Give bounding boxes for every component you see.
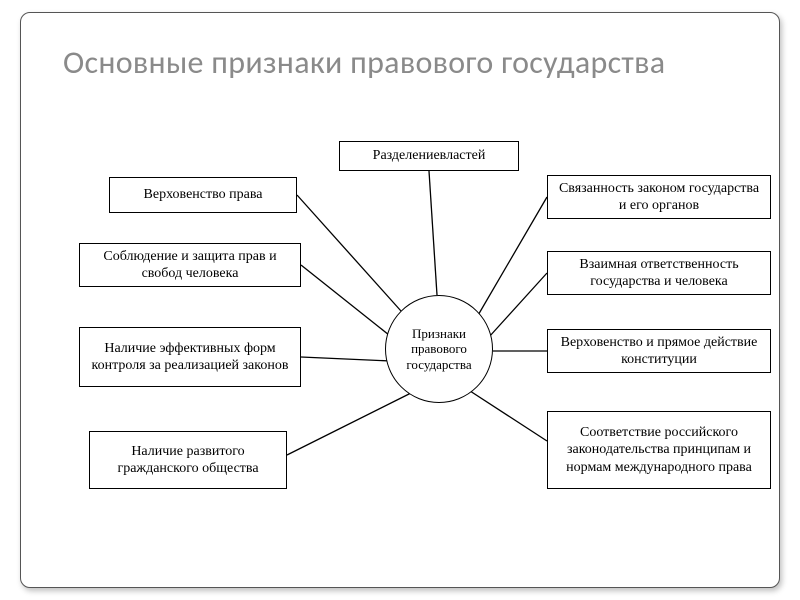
concept-box-l3: Наличие эффективных форм контроля за реа… <box>79 327 301 387</box>
center-node: Признаки правового государства <box>385 295 493 403</box>
concept-box-r2: Взаимная ответственность государства и ч… <box>547 251 771 295</box>
concept-box-l2: Соблюдение и защита прав и свобод челове… <box>79 243 301 287</box>
concept-box-top: Разделениевластей <box>339 141 519 171</box>
concept-box-l4: Наличие развитого гражданского общества <box>89 431 287 489</box>
concept-diagram: Признаки правового государства Разделение… <box>49 131 793 591</box>
concept-box-l1: Верховенство права <box>109 177 297 213</box>
concept-box-r4: Соответствие российского законодательств… <box>547 411 771 489</box>
slide-title: Основные признаки правового государства <box>63 45 773 82</box>
slide-frame: Основные признаки правового государства … <box>20 12 780 588</box>
concept-box-r1: Связанность законом государства и его ор… <box>547 175 771 219</box>
concept-box-r3: Верховенство и прямое действие конституц… <box>547 329 771 373</box>
